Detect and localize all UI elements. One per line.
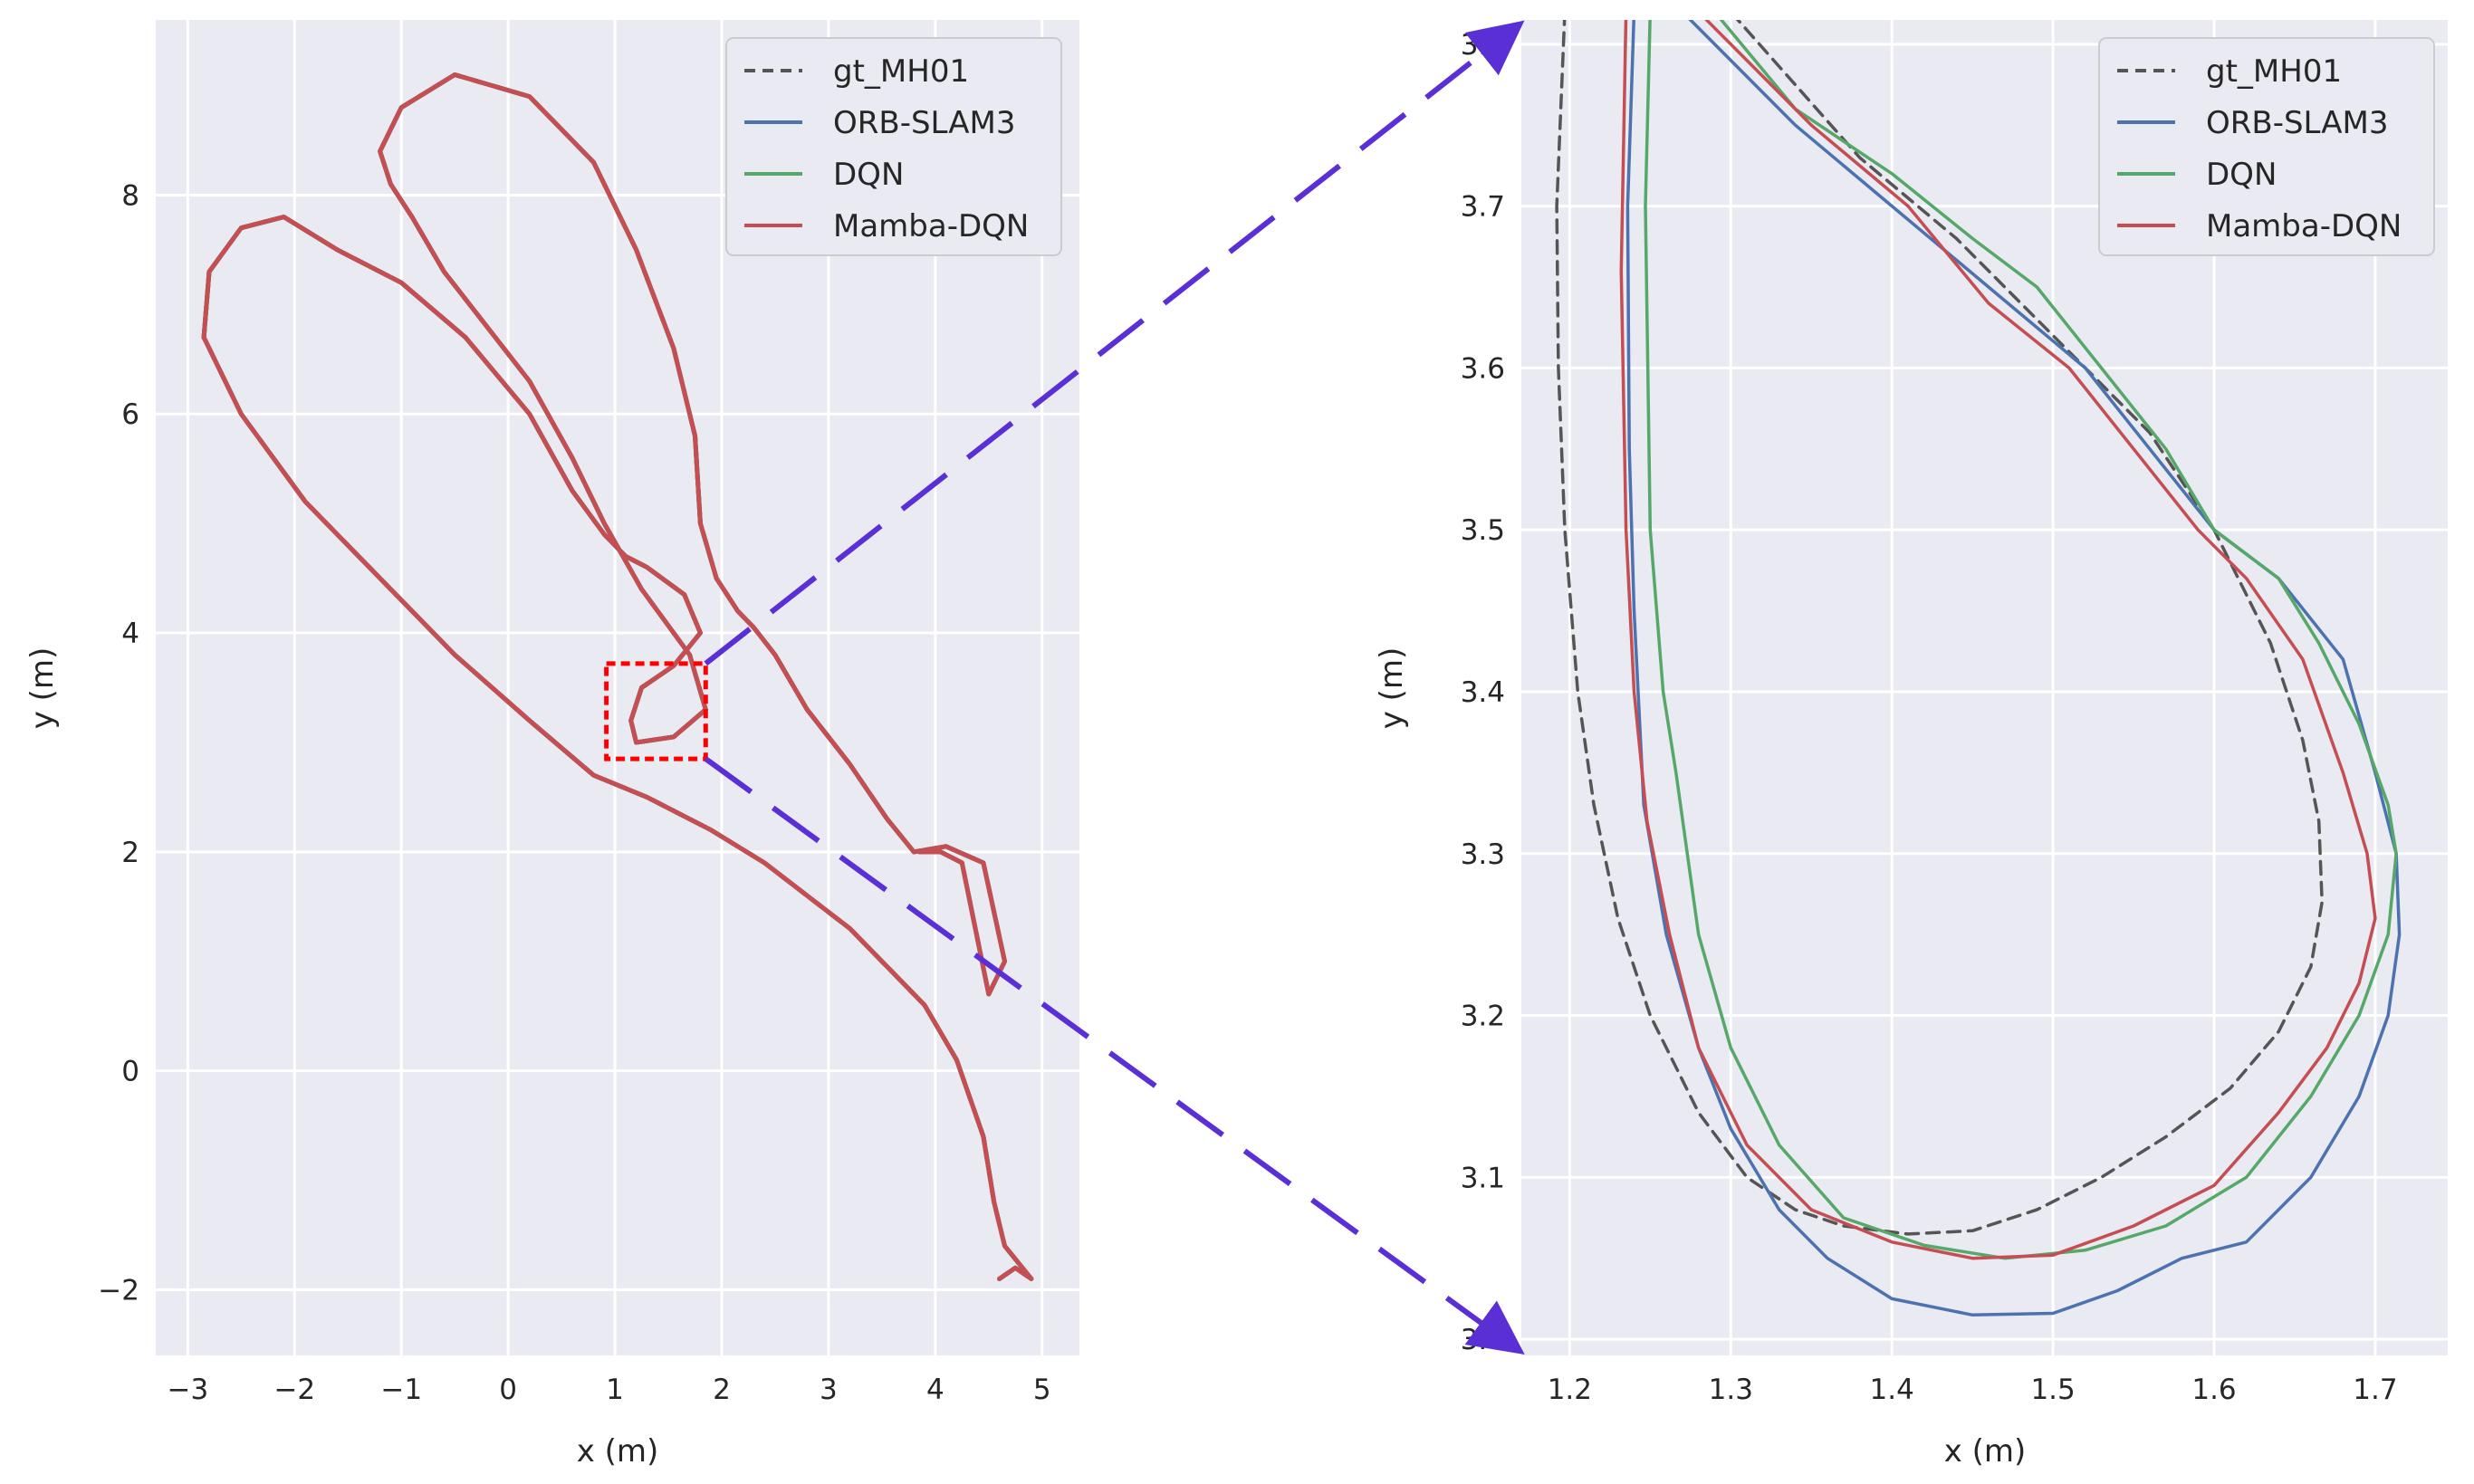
legend-frame [2098, 37, 2435, 256]
x-tick-label: 5 [1033, 1374, 1051, 1406]
legend-label: gt_MH01 [2206, 53, 2342, 90]
series-line-mamba-dqn [201, 72, 1034, 1281]
x-tick-label: 1.4 [1870, 1374, 1914, 1406]
legend-label: Mamba-DQN [833, 208, 1029, 244]
y-tick-label: 3.4 [1461, 676, 1505, 709]
right-y-axis-label: y (m) [1374, 647, 1410, 730]
y-tick-label: −2 [98, 1274, 139, 1307]
y-tick-label: 3.6 [1461, 352, 1505, 385]
right-yticks: 3.0 3.1 3.2 3.3 3.4 3.5 3.6 3.7 3.8 [1461, 29, 1505, 1356]
x-tick-label: 1.2 [1548, 1374, 1592, 1406]
x-tick-label: 1.3 [1709, 1374, 1753, 1406]
y-tick-label: 6 [121, 398, 139, 431]
y-tick-label: 3.7 [1461, 191, 1505, 224]
right-series [1555, 20, 2402, 1317]
zoom-connectors [704, 20, 1525, 1355]
x-tick-label: −2 [273, 1374, 315, 1406]
y-tick-label: 4 [121, 618, 139, 650]
y-tick-label: 3.2 [1461, 1001, 1505, 1033]
x-tick-label: 1.5 [2030, 1374, 2075, 1406]
y-tick-label: 3.0 [1461, 1324, 1505, 1356]
left-legend: gt_MH01 ORB-SLAM3 DQN Mamba-DQN [725, 37, 1062, 256]
right-x-axis-label: x (m) [1944, 1433, 2027, 1470]
right-legend: gt_MH01 ORB-SLAM3 DQN Mamba-DQN [2098, 37, 2435, 256]
zoom-arrow-upper [704, 20, 1525, 666]
y-tick-label: 3.8 [1461, 29, 1505, 62]
left-highlight-box [604, 661, 708, 761]
y-tick-label: 8 [121, 179, 139, 212]
left-x-axis-label: x (m) [577, 1433, 659, 1470]
left-yticks: −2 0 2 4 6 8 [98, 179, 139, 1307]
legend-frame [725, 37, 1062, 256]
legend-label: ORB-SLAM3 [833, 105, 1016, 141]
x-tick-label: 4 [926, 1374, 945, 1406]
left-xticks: −3 −2 −1 0 1 2 3 4 5 [168, 1374, 1051, 1406]
zoom-arrow-lower [704, 756, 1525, 1355]
legend-label: gt_MH01 [833, 53, 969, 90]
right-panel: 1.2 1.3 1.4 1.5 1.6 1.7 3.0 3.1 3.2 3.3 3.4 3.5 3.6… [1374, 20, 2448, 1470]
legend-label: Mamba-DQN [2206, 208, 2402, 244]
y-tick-label: 3.3 [1461, 838, 1505, 871]
series-line-dqn [1644, 20, 2398, 1260]
series-line-orb-slam3 [1625, 20, 2402, 1317]
y-tick-label: 3.5 [1461, 514, 1505, 547]
x-tick-label: 1.6 [2191, 1374, 2236, 1406]
y-tick-label: 2 [121, 837, 139, 869]
x-tick-label: 0 [499, 1374, 517, 1406]
legend-label: DQN [833, 157, 904, 193]
right-xticks: 1.2 1.3 1.4 1.5 1.6 1.7 [1548, 1374, 2398, 1406]
x-tick-label: −3 [168, 1374, 209, 1406]
series-line-mamba-dqn [1619, 20, 2377, 1260]
x-tick-label: 2 [713, 1374, 731, 1406]
y-tick-label: 0 [121, 1056, 139, 1088]
x-tick-label: −1 [380, 1374, 422, 1406]
x-tick-label: 1.7 [2353, 1374, 2397, 1406]
y-tick-label: 3.1 [1461, 1162, 1505, 1194]
left-panel: −3 −2 −1 0 1 2 3 4 5 −2 0 2 4 6 8 x (m) y (m) gt_MH01… [24, 20, 1079, 1470]
legend-label: ORB-SLAM3 [2206, 105, 2389, 141]
legend-label: DQN [2206, 157, 2277, 193]
x-tick-label: 1 [606, 1374, 624, 1406]
left-series [201, 72, 1034, 1281]
x-tick-label: 3 [820, 1374, 838, 1406]
left-y-axis-label: y (m) [24, 647, 61, 730]
